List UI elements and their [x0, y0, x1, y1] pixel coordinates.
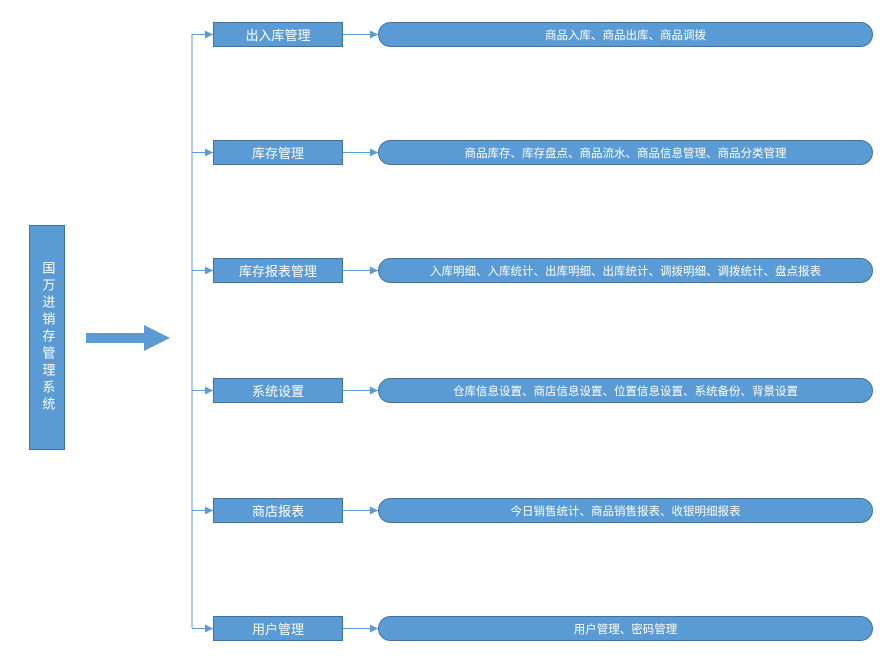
detail-shop: 今日销售统计、商品销售报表、收银明细报表	[378, 498, 873, 523]
detail-label: 今日销售统计、商品销售报表、收银明细报表	[511, 503, 741, 519]
module-label: 系统设置	[252, 381, 304, 400]
connectors-layer	[0, 0, 891, 663]
detail-label: 商品入库、商品出库、商品调拨	[545, 27, 706, 43]
module-label: 商店报表	[252, 501, 304, 520]
root-node: 国万进销存管理系统	[29, 225, 65, 450]
module-label: 出入库管理	[245, 25, 310, 44]
module-user: 用户管理	[213, 616, 343, 641]
detail-report: 入库明细、入库统计、出库明细、出库统计、调拨明细、调拨统计、盘点报表	[378, 258, 873, 283]
module-sys: 系统设置	[213, 378, 343, 403]
detail-sys: 仓库信息设置、商店信息设置、位置信息设置、系统备份、背景设置	[378, 378, 873, 403]
module-stock: 库存管理	[213, 140, 343, 165]
root-node-label: 国万进销存管理系统	[37, 261, 58, 414]
module-report: 库存报表管理	[213, 258, 343, 283]
detail-label: 用户管理、密码管理	[574, 621, 678, 637]
detail-stock: 商品库存、库存盘点、商品流水、商品信息管理、商品分类管理	[378, 140, 873, 165]
module-label: 库存管理	[252, 143, 304, 162]
detail-label: 入库明细、入库统计、出库明细、出库统计、调拨明细、调拨统计、盘点报表	[430, 263, 821, 279]
detail-io: 商品入库、商品出库、商品调拨	[378, 22, 873, 47]
module-label: 库存报表管理	[239, 261, 317, 280]
module-shop: 商店报表	[213, 498, 343, 523]
module-label: 用户管理	[252, 619, 304, 638]
detail-user: 用户管理、密码管理	[378, 616, 873, 641]
detail-label: 仓库信息设置、商店信息设置、位置信息设置、系统备份、背景设置	[453, 383, 798, 399]
module-io: 出入库管理	[213, 22, 343, 47]
detail-label: 商品库存、库存盘点、商品流水、商品信息管理、商品分类管理	[465, 145, 787, 161]
